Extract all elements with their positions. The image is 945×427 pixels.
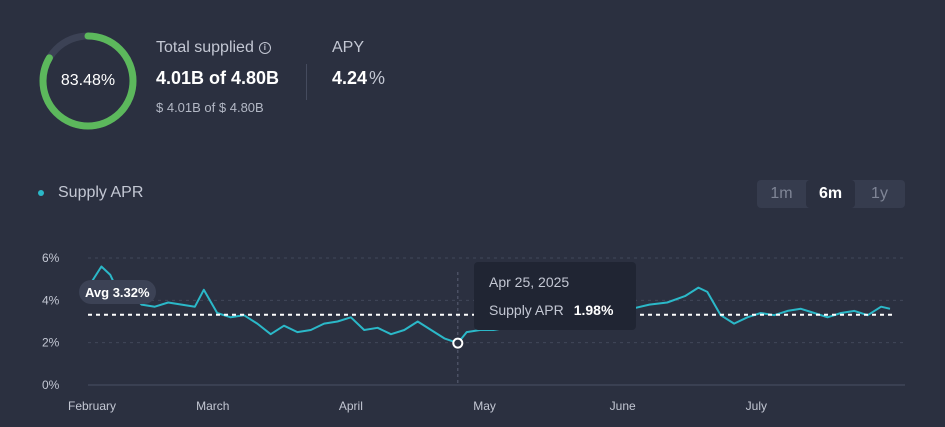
- tooltip-row: Supply APR 1.98%: [489, 302, 621, 318]
- tab-1y[interactable]: 1y: [871, 185, 888, 202]
- apy-unit: %: [369, 68, 386, 88]
- x-tick-label: February: [68, 399, 116, 413]
- tab-1m[interactable]: 1m: [770, 185, 793, 202]
- y-tick-label: 2%: [42, 336, 60, 350]
- y-tick-label: 0%: [42, 378, 60, 392]
- tab-6m[interactable]: 6m: [806, 180, 855, 208]
- total-supplied-value: 4.01B of 4.80B: [156, 68, 280, 88]
- apy-label: APY: [332, 39, 365, 56]
- tooltip-date: Apr 25, 2025: [489, 274, 570, 290]
- utilization-gauge: 83.48%: [38, 31, 138, 131]
- x-tick-label: July: [746, 399, 767, 413]
- info-icon[interactable]: i: [258, 42, 271, 54]
- tooltip-series-label: Supply APR: [489, 302, 564, 318]
- chart-tooltip: Apr 25, 2025 Supply APR 1.98%: [474, 262, 636, 330]
- chart-legend: Supply APR: [38, 184, 143, 202]
- gauge-fill: [39, 32, 137, 130]
- x-tick-label: April: [339, 399, 363, 413]
- x-tick-label: March: [196, 399, 229, 413]
- average-label: Avg 3.32%: [79, 280, 156, 304]
- time-range-tabs: 1m 6m 1y: [757, 180, 905, 208]
- utilization-percent: 83.48%: [60, 72, 116, 89]
- legend-label: Supply APR: [58, 184, 144, 201]
- x-tick-label: June: [610, 399, 636, 413]
- y-tick-label: 4%: [42, 293, 60, 307]
- legend-dot-icon: [38, 190, 44, 196]
- highlight-point: [452, 337, 464, 349]
- total-supplied-heading: Total supplied i: [156, 39, 271, 57]
- gauge-ring: [39, 32, 137, 130]
- y-tick-label: 6%: [42, 251, 60, 265]
- total-supplied-label: Total supplied: [156, 39, 254, 56]
- apy-value: 4.24: [332, 68, 368, 88]
- stats-divider: [306, 64, 307, 100]
- series-line: [87, 265, 891, 345]
- tooltip-value: 1.98%: [573, 302, 614, 318]
- supply-apr-chart[interactable]: 6% 4% 2% 0% February March April May June July: [0, 240, 945, 427]
- x-tick-label: May: [473, 399, 496, 413]
- total-supplied-usd: $ 4.01B of $ 4.80B: [156, 100, 264, 115]
- apy-value-group: 4.24%: [332, 68, 385, 89]
